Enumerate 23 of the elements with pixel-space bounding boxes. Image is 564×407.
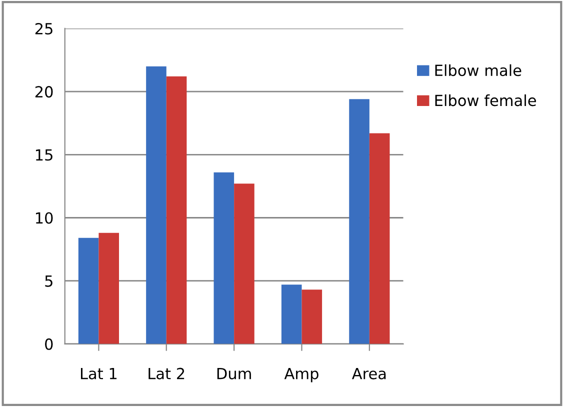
x-tick-label: Dum — [217, 368, 251, 380]
x-tick-label: Lat 1 — [80, 368, 117, 380]
y-tick-label: 10 — [36, 212, 53, 224]
bar — [146, 66, 166, 344]
bar — [78, 238, 99, 344]
bar — [166, 76, 187, 344]
y-tick-label: 5 — [45, 275, 52, 287]
y-tick-label: 20 — [35, 86, 53, 98]
y-tick-label: 0 — [45, 338, 53, 350]
y-tick-label: 25 — [35, 22, 52, 35]
y-tick-label: 15 — [36, 149, 52, 161]
bar — [369, 133, 390, 344]
bar — [214, 172, 234, 344]
legend-label: Elbow female — [435, 94, 536, 106]
bar — [98, 232, 120, 344]
bar — [302, 290, 322, 344]
x-tick-label: Area — [352, 368, 386, 380]
legend-label: Elbow male — [435, 64, 522, 76]
bar — [234, 184, 254, 344]
bar — [349, 99, 370, 344]
x-tick-label: Lat 2 — [148, 368, 184, 380]
bar — [281, 284, 302, 344]
x-tick-label: Amp — [284, 368, 318, 382]
